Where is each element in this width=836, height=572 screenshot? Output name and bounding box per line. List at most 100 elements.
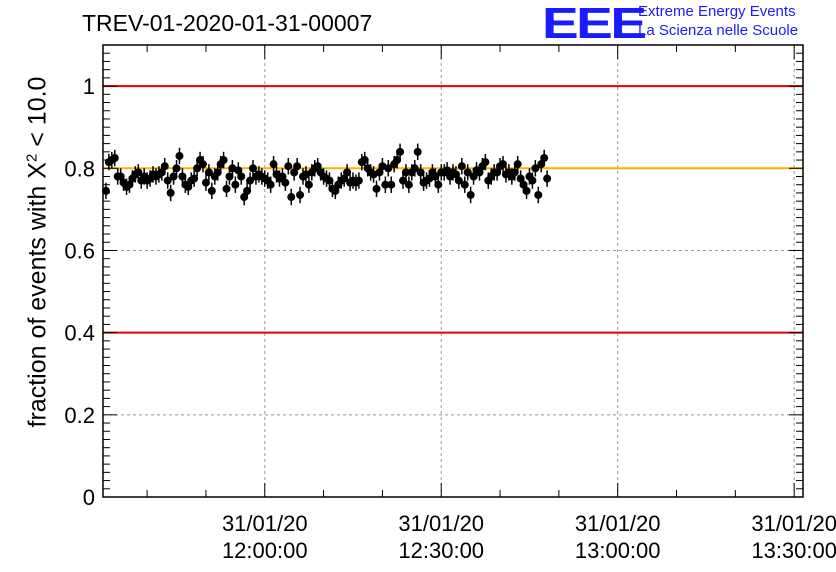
data-point xyxy=(266,180,275,189)
data-point xyxy=(163,176,172,185)
data-point xyxy=(281,178,290,187)
y-tick-label: 1 xyxy=(83,74,95,99)
data-point xyxy=(513,160,522,169)
data-point xyxy=(528,176,537,185)
data-point xyxy=(157,168,166,177)
data-point xyxy=(222,184,231,193)
data-point xyxy=(207,186,216,195)
x-tick-label-time: 12:00:00 xyxy=(222,538,308,563)
data-point xyxy=(475,168,484,177)
data-point xyxy=(481,158,490,167)
data-point xyxy=(101,186,110,195)
data-point xyxy=(293,162,302,171)
data-point xyxy=(246,176,255,185)
data-point xyxy=(287,193,296,202)
data-point xyxy=(399,176,407,185)
data-point xyxy=(234,166,243,175)
logo-caption: Extreme Energy Events La Scienza nelle S… xyxy=(638,2,798,40)
data-point xyxy=(237,172,246,181)
eee-logo: EEE xyxy=(542,0,647,48)
data-point xyxy=(434,180,443,189)
x-tick-label-time: 12:30:00 xyxy=(398,538,484,563)
data-point xyxy=(331,186,340,195)
data-point xyxy=(190,174,199,183)
data-point xyxy=(313,162,322,171)
data-point xyxy=(219,156,228,165)
page-title: TREV-01-2020-01-31-00007 xyxy=(82,10,373,36)
y-tick-label: 0.8 xyxy=(64,156,95,181)
data-point xyxy=(387,180,396,189)
data-point xyxy=(110,154,119,162)
data-point xyxy=(372,184,381,193)
data-point xyxy=(325,176,334,185)
data-point xyxy=(410,164,419,173)
data-point xyxy=(175,151,184,160)
data-point xyxy=(125,180,134,189)
data-point xyxy=(193,164,202,173)
data-point xyxy=(304,180,313,189)
data-point xyxy=(510,168,519,177)
data-point xyxy=(134,168,143,177)
data-point xyxy=(519,180,528,189)
data-point xyxy=(169,172,178,181)
data-point xyxy=(354,176,363,185)
data-point xyxy=(463,168,472,177)
data-point xyxy=(284,162,293,171)
data-point xyxy=(469,172,478,181)
data-point xyxy=(231,180,240,189)
data-point xyxy=(384,164,393,173)
data-point xyxy=(516,174,525,183)
y-tick-label: 0 xyxy=(83,485,95,510)
data-series xyxy=(101,143,552,206)
data-point xyxy=(199,160,207,169)
data-point xyxy=(178,172,187,181)
data-point xyxy=(396,147,405,156)
data-point xyxy=(493,168,502,177)
data-point xyxy=(404,180,413,189)
x-tick-label-time: 13:00:00 xyxy=(575,538,661,563)
data-point xyxy=(451,170,460,179)
data-point xyxy=(537,160,546,169)
data-point xyxy=(499,160,507,169)
data-point xyxy=(213,168,222,177)
y-tick-label: 0.2 xyxy=(64,403,95,428)
data-point xyxy=(360,156,369,165)
data-point xyxy=(204,168,213,177)
data-point xyxy=(201,178,210,187)
x-tick-label-time: 13:30:00 xyxy=(751,538,836,563)
data-point xyxy=(534,190,543,199)
data-point xyxy=(225,172,234,181)
data-point xyxy=(413,147,422,156)
data-point xyxy=(116,172,125,181)
data-point xyxy=(543,174,552,183)
data-point xyxy=(249,164,257,173)
data-point xyxy=(269,160,278,169)
data-point xyxy=(457,162,466,171)
data-point xyxy=(401,168,410,177)
data-point xyxy=(343,168,352,177)
data-point xyxy=(531,164,540,173)
data-point xyxy=(522,186,531,195)
data-point xyxy=(460,180,469,189)
data-point xyxy=(184,182,193,191)
data-point xyxy=(375,168,384,177)
x-tick-label-date: 31/01/20 xyxy=(575,511,661,536)
logo-line-2: La Scienza nelle Scuole xyxy=(638,22,799,39)
x-tick-label-date: 31/01/20 xyxy=(751,511,836,536)
plot-frame xyxy=(102,44,804,498)
data-point xyxy=(340,174,349,183)
data-point xyxy=(416,168,425,177)
y-tick-label: 0.6 xyxy=(64,238,95,263)
data-point xyxy=(160,162,169,171)
data-point xyxy=(240,193,249,202)
logo-line-1: Extreme Energy Events xyxy=(638,3,796,20)
data-point xyxy=(290,168,299,177)
x-tick-label-date: 31/01/20 xyxy=(398,511,484,536)
data-point xyxy=(296,190,305,199)
data-point xyxy=(466,190,475,199)
data-point xyxy=(454,176,463,185)
data-point xyxy=(243,186,252,195)
x-tick-label-date: 31/01/20 xyxy=(222,511,308,536)
